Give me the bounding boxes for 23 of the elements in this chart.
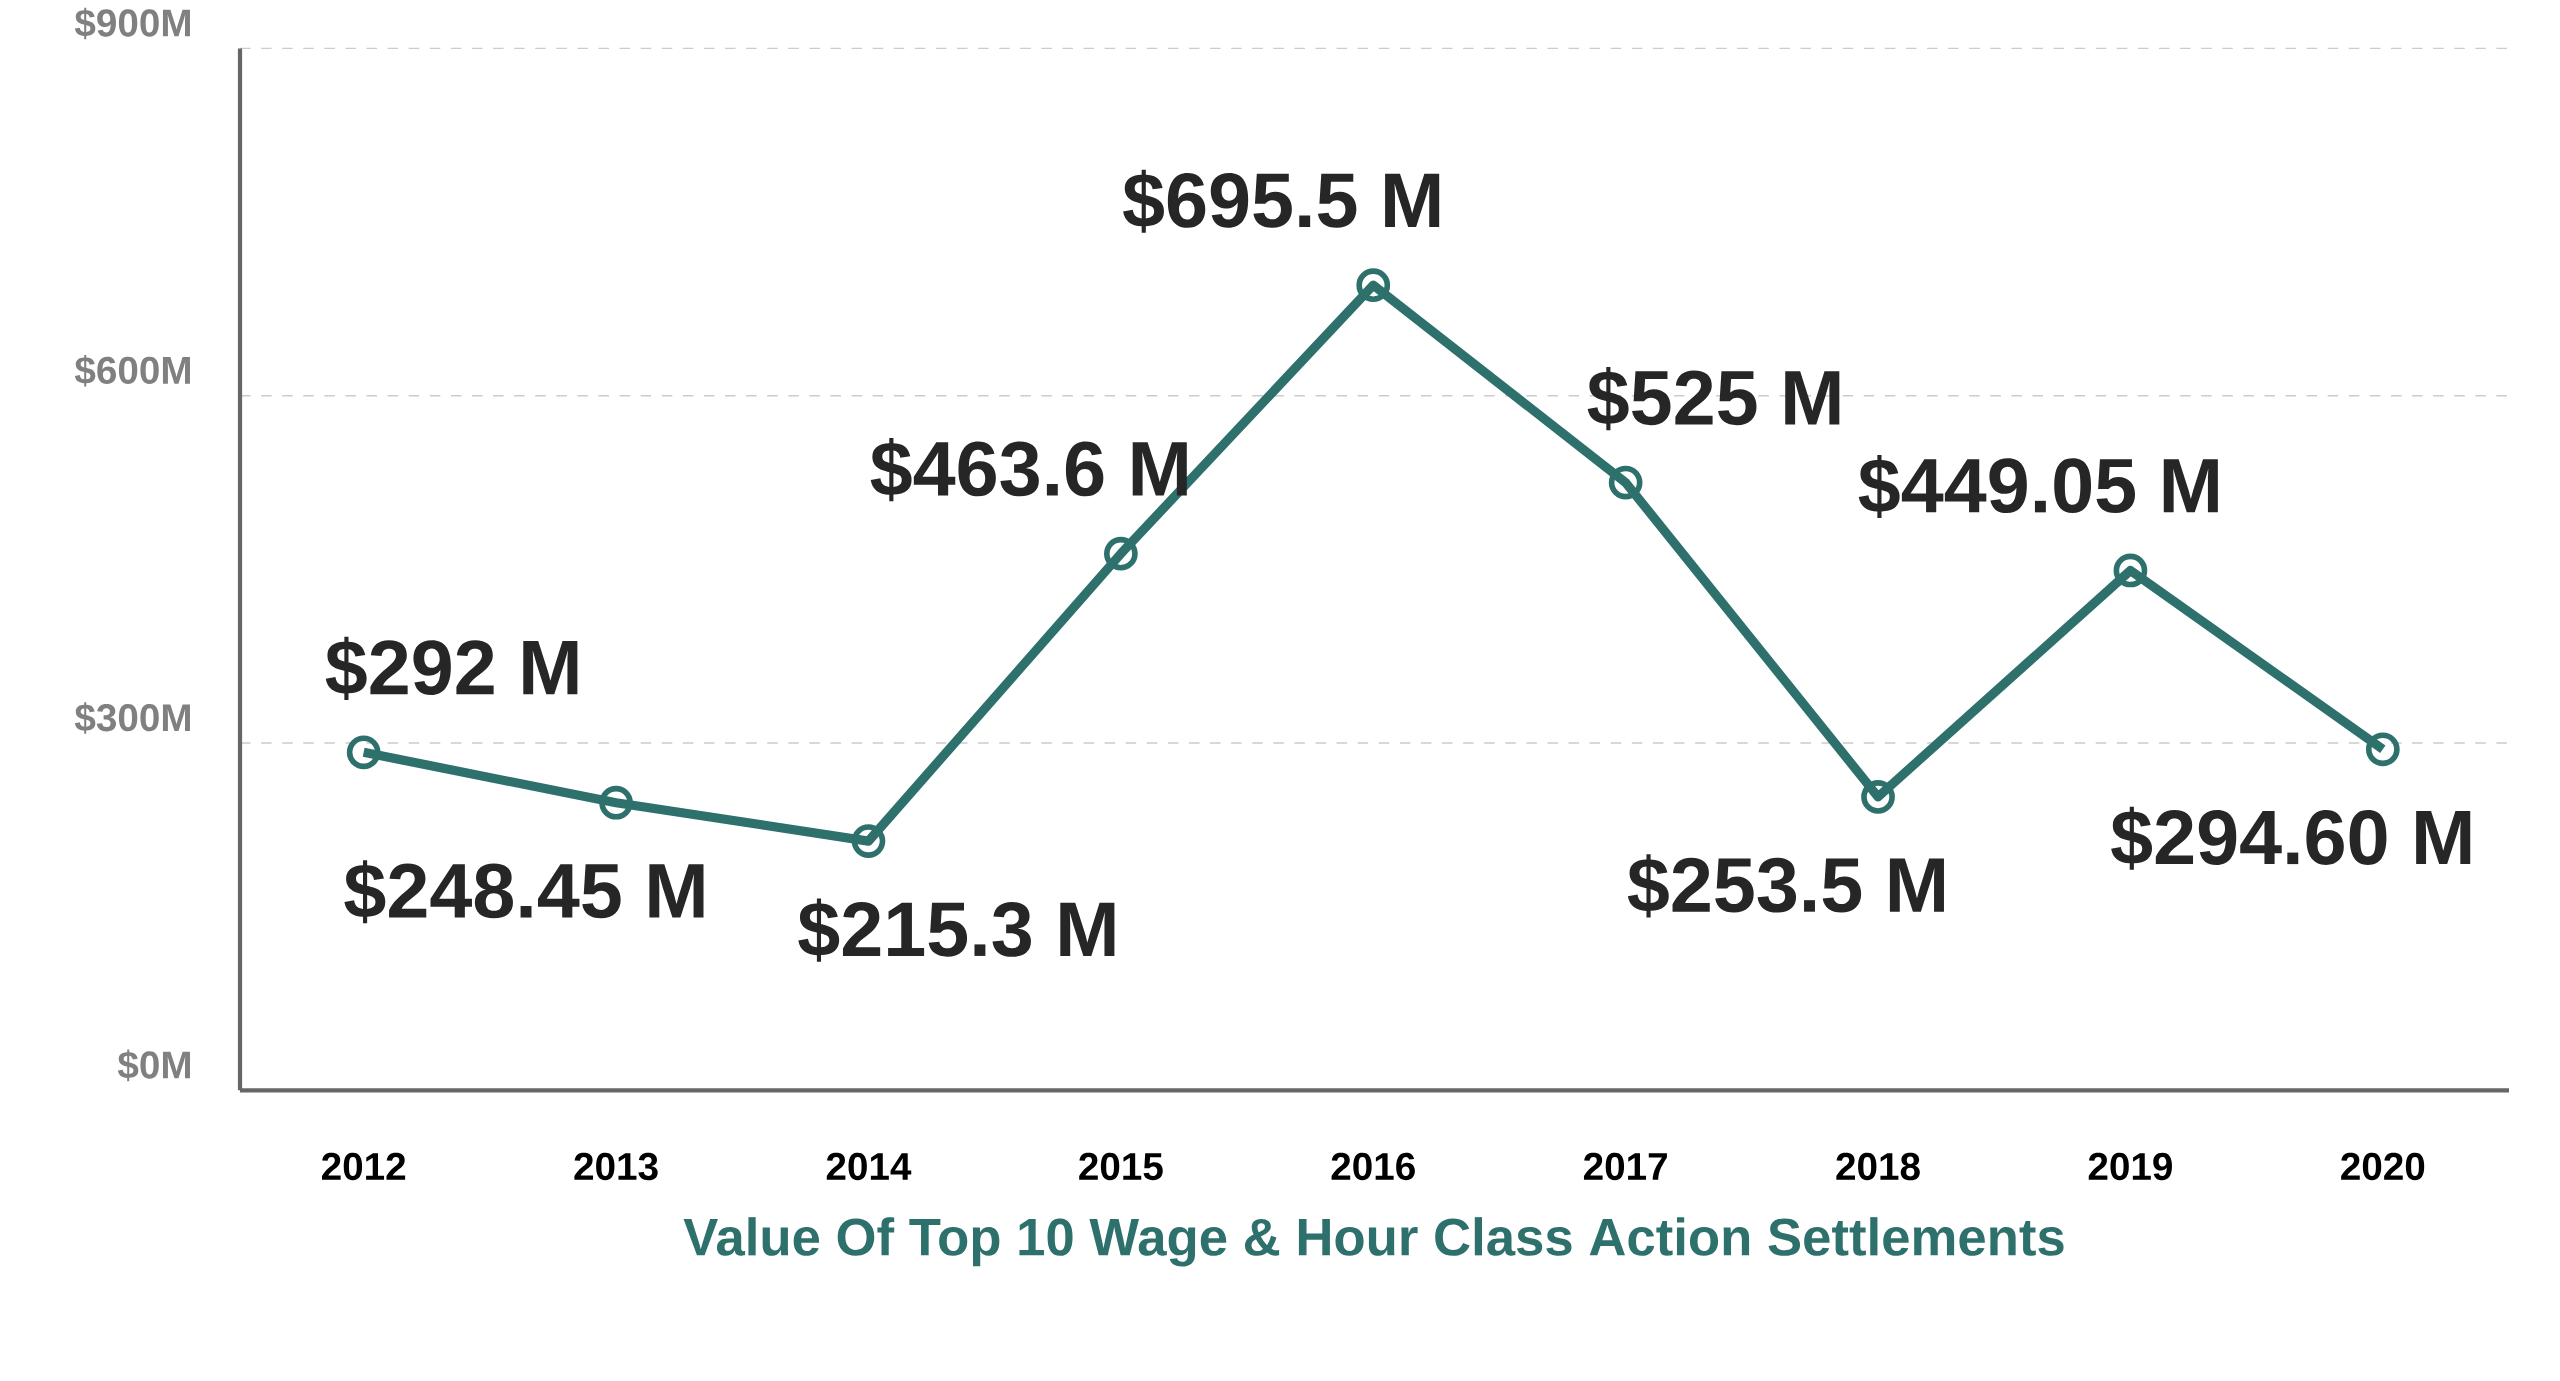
y-tick-label: $300M [74,702,190,734]
data-label: $449.05 M [1858,454,2218,519]
data-label: $463.6 M [870,438,1187,502]
x-tick-label: 2020 [2341,1152,2425,1181]
data-label: $292 M [325,636,578,700]
data-label: $248.45 M [344,860,704,924]
x-tick-label: 2015 [1079,1152,1163,1181]
data-label: $253.5 M [1627,854,1944,918]
x-tick-label: 2017 [1583,1152,1667,1181]
x-tick-label: 2014 [826,1152,912,1181]
x-tick-label: 2016 [1331,1152,1415,1181]
data-label: $695.5 M [1123,169,1440,233]
data-label: $525 M [1587,367,1840,431]
x-tick-label: 2018 [1836,1152,1920,1181]
text: Value Of Top 10 Wage & Hour Class Action Settlements [683,1217,2064,1267]
x-tick-label: 2019 [2088,1152,2172,1181]
data-label: $294.60 M [2111,806,2471,870]
y-tick-label: $600M [74,354,190,387]
y-tick-label: $900M [74,7,190,40]
data-label: $215.3 M [798,898,1115,962]
y-tick-label: $0M [117,1049,190,1082]
x-tick-label: 2012 [322,1152,406,1181]
x-tick-label: 2013 [574,1152,658,1181]
